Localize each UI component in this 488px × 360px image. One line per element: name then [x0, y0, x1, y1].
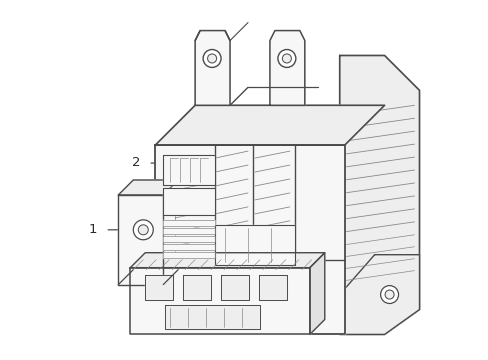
- Polygon shape: [130, 268, 309, 334]
- Circle shape: [133, 220, 153, 240]
- Polygon shape: [163, 155, 215, 185]
- Polygon shape: [130, 253, 324, 268]
- Polygon shape: [155, 105, 384, 145]
- Polygon shape: [259, 275, 286, 300]
- Polygon shape: [339, 255, 419, 334]
- Polygon shape: [118, 180, 178, 195]
- Circle shape: [385, 290, 393, 299]
- Circle shape: [277, 50, 295, 67]
- Circle shape: [282, 54, 291, 63]
- Polygon shape: [163, 228, 215, 234]
- Polygon shape: [155, 145, 344, 334]
- Polygon shape: [163, 220, 215, 226]
- Polygon shape: [163, 244, 215, 250]
- Polygon shape: [163, 252, 215, 258]
- Circle shape: [203, 50, 221, 67]
- Polygon shape: [163, 188, 215, 215]
- Text: 2: 2: [132, 156, 140, 168]
- Polygon shape: [221, 275, 248, 300]
- Polygon shape: [269, 31, 304, 105]
- Circle shape: [207, 54, 216, 63]
- Polygon shape: [165, 305, 260, 329]
- Polygon shape: [145, 275, 173, 300]
- Circle shape: [138, 225, 148, 235]
- Polygon shape: [183, 275, 211, 300]
- Polygon shape: [339, 55, 419, 334]
- Polygon shape: [309, 253, 324, 334]
- Polygon shape: [118, 195, 163, 285]
- Polygon shape: [163, 236, 215, 242]
- Text: 1: 1: [89, 223, 97, 236]
- Polygon shape: [195, 31, 229, 105]
- Circle shape: [380, 285, 398, 303]
- Polygon shape: [215, 225, 294, 265]
